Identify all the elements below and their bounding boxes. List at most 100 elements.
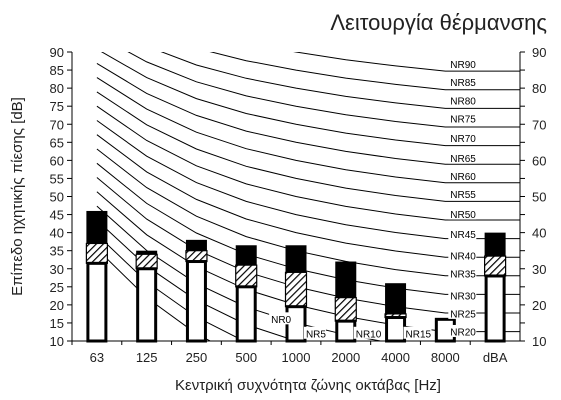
y-tick-label-left-85: 85 [50, 63, 64, 78]
bar-black-dba [484, 232, 506, 257]
y-tick-label-right-30: 30 [532, 262, 546, 277]
bar-black-1000 [285, 245, 307, 273]
nr-curve-nr65 [96, 62, 520, 165]
bar-white-4000 [385, 316, 407, 343]
bar-white-dba [484, 274, 506, 343]
nr-curve-nr5 [96, 234, 245, 341]
bar-white-125 [136, 267, 158, 343]
nr-label-nr70: NR70 [450, 134, 476, 145]
bar-hatch-500 [235, 264, 258, 288]
nr-label-nr25: NR25 [450, 309, 476, 320]
nr-label-bg-nr40 [448, 249, 477, 262]
nr-label-nr55: NR55 [450, 190, 476, 201]
nr-label-bg-nr0 [269, 312, 292, 325]
bar-group-63 [85, 210, 108, 343]
y-tick-label-left-25: 25 [50, 280, 64, 295]
nr-label-nr10: NR10 [356, 329, 382, 340]
nr-label-nr90: NR90 [450, 60, 476, 71]
nr-label-bg-nr35 [448, 267, 477, 280]
y-tick-label-left-65: 65 [50, 135, 64, 150]
nr-label-bg-nr25 [448, 306, 477, 319]
y-axis-label: Επίπεδο ηχητικής πίεσης [dB] [9, 97, 26, 296]
axes-layer: 10 10 15 20 20 25 30 30 35 40 40 45 50 50 55 60 60 65 70 70… [9, 45, 546, 394]
nr-curve-nr80 [160, 52, 520, 109]
nr-label-bg-nr60 [448, 169, 477, 182]
nr-label-nr65: NR65 [450, 154, 476, 165]
bar-hatch-dba [484, 255, 507, 277]
chart-title: Λειτουργία θέρμανσης [330, 10, 547, 35]
nr-label-nr60: NR60 [450, 172, 476, 183]
y-tick-label-left-50: 50 [50, 190, 64, 205]
nr-curve-nr90 [293, 52, 520, 72]
y-tick-label-right-50: 50 [532, 190, 546, 205]
nr-curve-nr60 [96, 77, 520, 184]
nr-curve-nr55 [96, 91, 520, 202]
nr-label-bg-nr45 [448, 227, 477, 240]
nr-label-nr0: NR0 [271, 315, 291, 326]
y-tick-label-right-90: 90 [532, 45, 546, 60]
nr-label-nr15: NR15 [406, 329, 432, 340]
x-tick-label-2000: 2000 [331, 350, 360, 365]
y-tick-label-left-15: 15 [50, 316, 64, 331]
nr-label-bg-nr75 [448, 111, 477, 124]
x-tick-label-8000: 8000 [431, 350, 460, 365]
bar-hatch-63 [85, 242, 108, 264]
nr-label-bg-nr50 [448, 207, 477, 220]
nr-label-bg-nr70 [448, 131, 477, 144]
nr-curve-nr40 [96, 134, 520, 258]
bar-group-500 [235, 245, 258, 343]
y-tick-label-left-60: 60 [50, 153, 64, 168]
y-tick-label-left-40: 40 [50, 226, 64, 241]
nr-label-bg-nr80 [448, 93, 477, 106]
nr-label-nr80: NR80 [450, 96, 476, 107]
nr-label-nr75: NR75 [450, 114, 476, 125]
bar-group-dba [484, 232, 507, 343]
bar-white-63 [86, 261, 108, 343]
bar-white-250 [185, 260, 207, 343]
nr-label-nr20: NR20 [450, 327, 476, 338]
bar-group-250 [185, 239, 208, 343]
bar-group-2000 [334, 261, 357, 343]
y-tick-label-left-45: 45 [50, 208, 64, 223]
y-tick-label-left-35: 35 [50, 244, 64, 259]
y-tick-label-left-30: 30 [50, 262, 64, 277]
y-tick-label-left-80: 80 [50, 81, 64, 96]
x-tick-label-63: 63 [90, 350, 104, 365]
x-tick-label-1000: 1000 [282, 350, 311, 365]
bar-group-4000 [384, 283, 407, 343]
y-tick-label-left-70: 70 [50, 117, 64, 132]
nr-curve-nr10 [96, 219, 299, 341]
nr-label-nr30: NR30 [450, 291, 476, 302]
bar-black-250 [185, 239, 207, 251]
nr-label-nr85: NR85 [450, 78, 476, 89]
bar-hatch-250 [185, 250, 208, 263]
nr-label-bg-nr20 [448, 324, 477, 337]
y-tick-label-left-55: 55 [50, 171, 64, 186]
nr-labels-layer: NR0 NR5 NR10 NR15 NR20 NR25 NR30 NR35 NR40 NR45 NR… [269, 57, 477, 340]
nr-label-nr35: NR35 [450, 270, 476, 281]
nr-curve-nr85 [209, 52, 520, 91]
bar-group-125 [135, 250, 158, 343]
x-axis-label: Κεντρική συχνότητα ζώνης οκτάβας [Hz] [175, 377, 441, 394]
nr-label-bg-nr15 [403, 326, 432, 339]
nr-label-bg-nr65 [448, 151, 477, 164]
y-tick-label-right-20: 20 [532, 298, 546, 313]
nr-curve-nr45 [96, 120, 520, 240]
bar-hatch-125 [135, 253, 158, 270]
x-tick-label-4000: 4000 [381, 350, 410, 365]
bar-white-2000 [335, 319, 357, 343]
bar-black-125 [136, 250, 158, 255]
bar-black-63 [86, 210, 108, 244]
bar-black-2000 [335, 261, 357, 298]
y-tick-label-right-40: 40 [532, 226, 546, 241]
nr-label-bg-nr85 [448, 75, 477, 88]
y-tick-label-right-10: 10 [532, 334, 546, 349]
nr-label-bg-nr5 [303, 326, 326, 339]
y-tick-label-left-20: 20 [50, 298, 64, 313]
nr-label-nr45: NR45 [450, 230, 476, 241]
bar-black-500 [235, 245, 257, 266]
nr-label-nr5: NR5 [306, 329, 326, 340]
nr-curve-nr0 [96, 248, 212, 341]
x-tick-label-250: 250 [186, 350, 208, 365]
bar-white-500 [235, 285, 257, 343]
